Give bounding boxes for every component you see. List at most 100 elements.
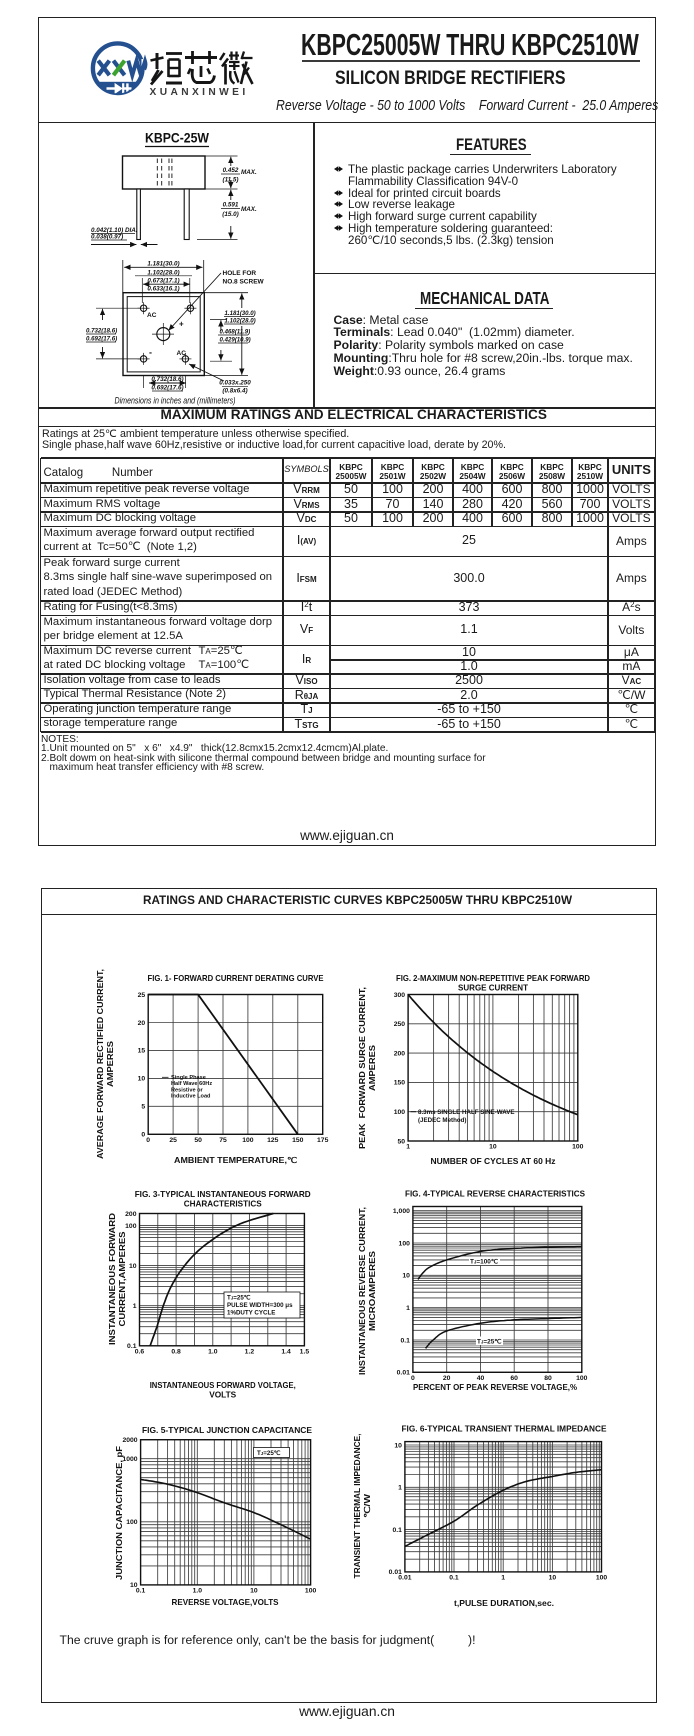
svg-text:XUANXINWEI: XUANXINWEI — [150, 87, 249, 98]
svg-text:125: 125 — [267, 1137, 279, 1144]
svg-text:1: 1 — [501, 1574, 505, 1581]
svg-text:5: 5 — [141, 1104, 145, 1111]
svg-text:0.1: 0.1 — [392, 1527, 402, 1534]
svg-text:(15.0): (15.0) — [222, 211, 238, 218]
svg-text:100: 100 — [399, 1240, 411, 1247]
svg-text:0.692(17.6): 0.692(17.6) — [86, 336, 117, 343]
svg-text:10: 10 — [394, 1442, 402, 1449]
svg-text:100: 100 — [305, 1587, 317, 1594]
svg-text:TJ=100℃: TJ=100℃ — [470, 1259, 498, 1266]
svg-text:80: 80 — [544, 1375, 552, 1382]
svg-text:NO.8 SCREW: NO.8 SCREW — [223, 279, 265, 286]
svg-text:AVERAGE FORWARD RECTIFIED CURR: AVERAGE FORWARD RECTIFIED CURRENT, — [96, 969, 105, 1159]
svg-text:0.01: 0.01 — [398, 1574, 411, 1581]
svg-text:0.1: 0.1 — [400, 1337, 410, 1344]
svg-text:100: 100 — [126, 1519, 138, 1526]
svg-text:MICROAMPERES: MICROAMPERES — [368, 1251, 377, 1331]
svg-text:100: 100 — [572, 1144, 584, 1151]
svg-text:0.038(0.97): 0.038(0.97) — [91, 234, 123, 241]
svg-text:10: 10 — [250, 1587, 258, 1594]
svg-text:℃/W: ℃/W — [363, 1493, 372, 1518]
svg-text:25: 25 — [169, 1137, 177, 1144]
svg-text:1: 1 — [406, 1144, 410, 1151]
svg-text:0: 0 — [146, 1137, 150, 1144]
svg-text:PERCENT OF PEAK REVERSE VOLTAG: PERCENT OF PEAK REVERSE VOLTAGE,% — [413, 1382, 578, 1392]
svg-text:TJ=25℃: TJ=25℃ — [227, 1295, 251, 1302]
svg-text:TJ=25℃: TJ=25℃ — [477, 1339, 501, 1346]
svg-text:Inductive Load: Inductive Load — [171, 1094, 211, 1100]
svg-text:300: 300 — [394, 992, 406, 999]
svg-text:FIG. 3-TYPICAL INSTANTANEOUS F: FIG. 3-TYPICAL INSTANTANEOUS FORWARD — [135, 1189, 311, 1199]
svg-text:1.181(30.0): 1.181(30.0) — [147, 261, 179, 268]
svg-text:0.591: 0.591 — [223, 202, 239, 209]
svg-text:MAX.: MAX. — [241, 206, 257, 213]
svg-text:1: 1 — [133, 1303, 137, 1310]
svg-text:TJ=25℃: TJ=25℃ — [257, 1450, 281, 1457]
svg-text:t,PULSE DURATION,sec.: t,PULSE DURATION,sec. — [454, 1598, 554, 1608]
svg-text:FIG. 2-MAXIMUM NON-REPETITIVE: FIG. 2-MAXIMUM NON-REPETITIVE PEAK FORWA… — [396, 973, 590, 983]
svg-text:1.4: 1.4 — [281, 1348, 291, 1355]
svg-text:0.429(10.9): 0.429(10.9) — [220, 337, 251, 344]
svg-text:SURGE CURRENT: SURGE CURRENT — [458, 983, 529, 993]
svg-text:JUNCTION CAPACITANCE, pF: JUNCTION CAPACITANCE, pF — [115, 1446, 124, 1580]
svg-text:0.732(18.6): 0.732(18.6) — [151, 376, 183, 383]
svg-text:Dimensions in inches and (mill: Dimensions in inches and (millimeters) — [115, 396, 236, 407]
svg-text:0.8: 0.8 — [171, 1348, 181, 1355]
svg-text:AMBIENT TEMPERATURE,℃: AMBIENT TEMPERATURE,℃ — [174, 1155, 297, 1165]
svg-text:0.452: 0.452 — [223, 167, 239, 174]
svg-text:(0.8x6.4): (0.8x6.4) — [222, 388, 247, 395]
svg-text:0.033x.250: 0.033x.250 — [219, 380, 251, 387]
svg-text:200: 200 — [125, 1211, 137, 1218]
svg-text:10: 10 — [138, 1076, 146, 1083]
svg-text:CHARACTERISTICS: CHARACTERISTICS — [184, 1199, 262, 1209]
svg-text:Single Phase: Single Phase — [171, 1075, 206, 1081]
svg-text:0.732(18.6): 0.732(18.6) — [86, 328, 117, 335]
svg-text:175: 175 — [317, 1137, 329, 1144]
svg-text:0.1: 0.1 — [449, 1574, 459, 1581]
svg-text:FIG. 5-TYPICAL JUNCTION CAPACI: FIG. 5-TYPICAL JUNCTION CAPACITANCE — [142, 1425, 312, 1435]
svg-text:AMPERES: AMPERES — [368, 1045, 377, 1091]
svg-text:(11.5): (11.5) — [223, 177, 239, 184]
svg-text:10: 10 — [129, 1263, 137, 1270]
svg-text:50: 50 — [194, 1137, 202, 1144]
svg-text:25: 25 — [138, 992, 146, 999]
svg-text:100: 100 — [394, 1109, 406, 1116]
svg-text:0.673(17.1): 0.673(17.1) — [147, 278, 179, 285]
svg-text:75: 75 — [219, 1137, 227, 1144]
svg-text:10: 10 — [489, 1144, 497, 1151]
svg-text:2000: 2000 — [122, 1437, 137, 1444]
svg-text:0.633(16.1): 0.633(16.1) — [147, 286, 179, 293]
svg-text:NUMBER OF CYCLES AT 60 Hz: NUMBER OF CYCLES AT 60 Hz — [431, 1156, 556, 1166]
svg-text:Resistive or: Resistive or — [171, 1087, 204, 1093]
svg-text:15: 15 — [138, 1048, 146, 1055]
svg-text:1.0: 1.0 — [193, 1587, 203, 1594]
svg-text:AC: AC — [177, 350, 187, 357]
svg-text:CURRENT,AMPERES: CURRENT,AMPERES — [118, 1232, 127, 1327]
svg-text:0.692(17.6): 0.692(17.6) — [151, 385, 183, 392]
svg-text:INSTANTANEOUS FORWARD VOLTAGE,: INSTANTANEOUS FORWARD VOLTAGE, — [150, 1380, 296, 1390]
svg-text:AC: AC — [147, 312, 157, 319]
svg-text:TRANSIENT THERMAL IMPEDANCE,: TRANSIENT THERMAL IMPEDANCE, — [353, 1434, 362, 1579]
svg-text:100: 100 — [596, 1574, 608, 1581]
svg-text:0.01: 0.01 — [389, 1569, 402, 1576]
svg-text:0.468(11.9): 0.468(11.9) — [220, 329, 251, 336]
svg-text:10: 10 — [549, 1574, 557, 1581]
svg-text:100: 100 — [125, 1223, 137, 1230]
svg-text:-: - — [149, 348, 152, 358]
svg-text:FIG. 6-TYPICAL TRANSIENT THERM: FIG. 6-TYPICAL TRANSIENT THERMAL IMPEDAN… — [402, 1424, 607, 1434]
svg-text:PEAK FORWARD SURGE CURRENT,: PEAK FORWARD SURGE CURRENT, — [358, 987, 367, 1149]
svg-text:INSTANTANEOUS FORWARD: INSTANTANEOUS FORWARD — [108, 1213, 117, 1345]
svg-text:10: 10 — [130, 1582, 138, 1589]
svg-text:1%DUTY CYCLE: 1%DUTY CYCLE — [227, 1310, 275, 1317]
svg-text:FIG. 4-TYPICAL REVERSE CHARACT: FIG. 4-TYPICAL REVERSE CHARACTERISTICS — [405, 1189, 585, 1199]
svg-text:0: 0 — [141, 1132, 145, 1139]
svg-text:0.1: 0.1 — [127, 1343, 137, 1350]
svg-text:100: 100 — [576, 1375, 588, 1382]
svg-text:100: 100 — [242, 1137, 254, 1144]
svg-text:20: 20 — [138, 1020, 146, 1027]
svg-text:0.042(1.10) DIA.: 0.042(1.10) DIA. — [91, 227, 138, 234]
svg-text:1: 1 — [398, 1485, 402, 1492]
svg-text:VOLTS: VOLTS — [209, 1390, 236, 1400]
svg-text:PULSE WIDTH=300 μs: PULSE WIDTH=300 μs — [227, 1302, 293, 1309]
svg-text:200: 200 — [394, 1050, 406, 1057]
